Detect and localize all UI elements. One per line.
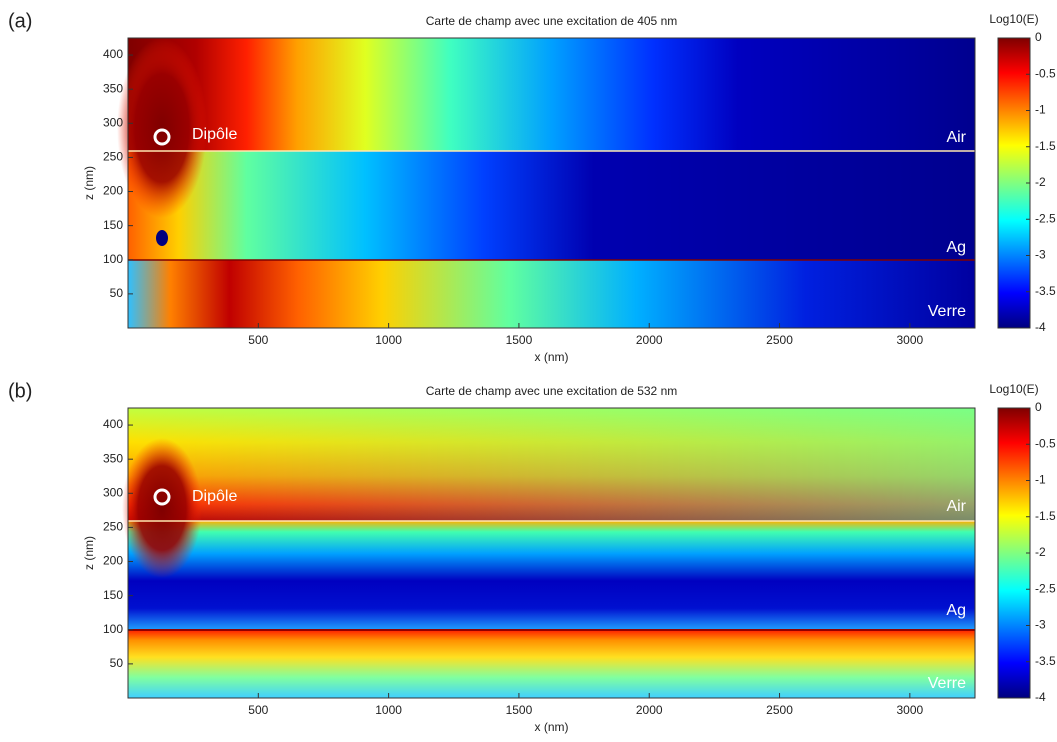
y-tick-label: 150 bbox=[103, 588, 123, 602]
colorbar-tick-label: -4 bbox=[1035, 690, 1046, 704]
chart-title: Carte de champ avec une excitation de 40… bbox=[426, 14, 677, 28]
y-tick-label: 200 bbox=[103, 554, 123, 568]
dipole-marker bbox=[153, 488, 171, 506]
chart-title: Carte de champ avec une excitation de 53… bbox=[426, 384, 677, 398]
x-tick-label: 1000 bbox=[375, 703, 402, 717]
x-tick-label: 2000 bbox=[636, 333, 663, 347]
annotation: Ag bbox=[946, 239, 966, 256]
colorbar-label: Log10(E) bbox=[989, 12, 1038, 26]
x-tick-label: 500 bbox=[248, 703, 268, 717]
y-tick-label: 250 bbox=[103, 520, 123, 534]
y-tick-label: 100 bbox=[103, 252, 123, 266]
field-b bbox=[122, 408, 975, 698]
plot-frame bbox=[127, 407, 976, 699]
x-tick-label: 2500 bbox=[766, 703, 793, 717]
colorbar-label: Log10(E) bbox=[989, 382, 1038, 396]
x-tick-label: 2000 bbox=[636, 703, 663, 717]
y-tick-label: 350 bbox=[103, 81, 123, 95]
colorbar-tick-label: -1.5 bbox=[1035, 509, 1056, 523]
y-tick-label: 350 bbox=[103, 451, 123, 465]
y-tick-label: 200 bbox=[103, 184, 123, 198]
annotation: Ag bbox=[946, 602, 966, 619]
colorbar bbox=[997, 37, 1031, 329]
annotation: Air bbox=[946, 498, 966, 515]
annotation: Dipôle bbox=[192, 488, 237, 505]
y-tick-label: 400 bbox=[103, 417, 123, 431]
y-tick-label: 400 bbox=[103, 47, 123, 61]
y-tick-label: 50 bbox=[110, 656, 124, 670]
colorbar-tick-label: 0 bbox=[1035, 30, 1042, 44]
y-tick-label: 300 bbox=[103, 485, 123, 499]
colorbar-tick-label: -3 bbox=[1035, 248, 1046, 262]
annotation: Dipôle bbox=[192, 126, 237, 143]
x-tick-label: 500 bbox=[248, 333, 268, 347]
panel-label: (b) bbox=[8, 380, 32, 402]
x-tick-label: 3000 bbox=[896, 333, 923, 347]
panel-label: (a) bbox=[8, 10, 32, 32]
x-axis-label: x (nm) bbox=[535, 350, 569, 364]
colorbar-tick-label: -3.5 bbox=[1035, 284, 1056, 298]
y-tick-label: 100 bbox=[103, 622, 123, 636]
colorbar-tick-label: -1 bbox=[1035, 103, 1046, 117]
y-tick-label: 150 bbox=[103, 218, 123, 232]
colorbar-tick-label: 0 bbox=[1035, 400, 1042, 414]
colorbar-tick-label: -1 bbox=[1035, 473, 1046, 487]
colorbar-tick-label: -2 bbox=[1035, 175, 1046, 189]
colorbar-tick-label: -3.5 bbox=[1035, 654, 1056, 668]
colorbar-tick-label: -2.5 bbox=[1035, 581, 1056, 595]
colorbar-tick-label: -0.5 bbox=[1035, 436, 1056, 450]
plot-frame bbox=[127, 37, 976, 329]
dipole-marker bbox=[153, 128, 171, 146]
y-tick-label: 50 bbox=[110, 286, 124, 300]
x-axis-label: x (nm) bbox=[535, 720, 569, 734]
annotation: Air bbox=[946, 129, 966, 146]
y-axis-label: z (nm) bbox=[82, 536, 96, 570]
y-tick-label: 250 bbox=[103, 150, 123, 164]
field-a bbox=[117, 38, 975, 328]
colorbar-tick-label: -2 bbox=[1035, 545, 1046, 559]
colorbar-tick-label: -3 bbox=[1035, 618, 1046, 632]
annotation: Verre bbox=[928, 303, 966, 320]
x-tick-label: 1500 bbox=[506, 703, 533, 717]
y-tick-label: 300 bbox=[103, 115, 123, 129]
colorbar-tick-label: -0.5 bbox=[1035, 66, 1056, 80]
colorbar-tick-label: -1.5 bbox=[1035, 139, 1056, 153]
colorbar bbox=[997, 407, 1031, 699]
x-tick-label: 1000 bbox=[375, 333, 402, 347]
y-axis-label: z (nm) bbox=[82, 166, 96, 200]
colorbar-tick-label: -4 bbox=[1035, 320, 1046, 334]
annotation: Verre bbox=[928, 675, 966, 692]
colorbar-tick-label: -2.5 bbox=[1035, 211, 1056, 225]
x-tick-label: 1500 bbox=[506, 333, 533, 347]
x-tick-label: 2500 bbox=[766, 333, 793, 347]
x-tick-label: 3000 bbox=[896, 703, 923, 717]
